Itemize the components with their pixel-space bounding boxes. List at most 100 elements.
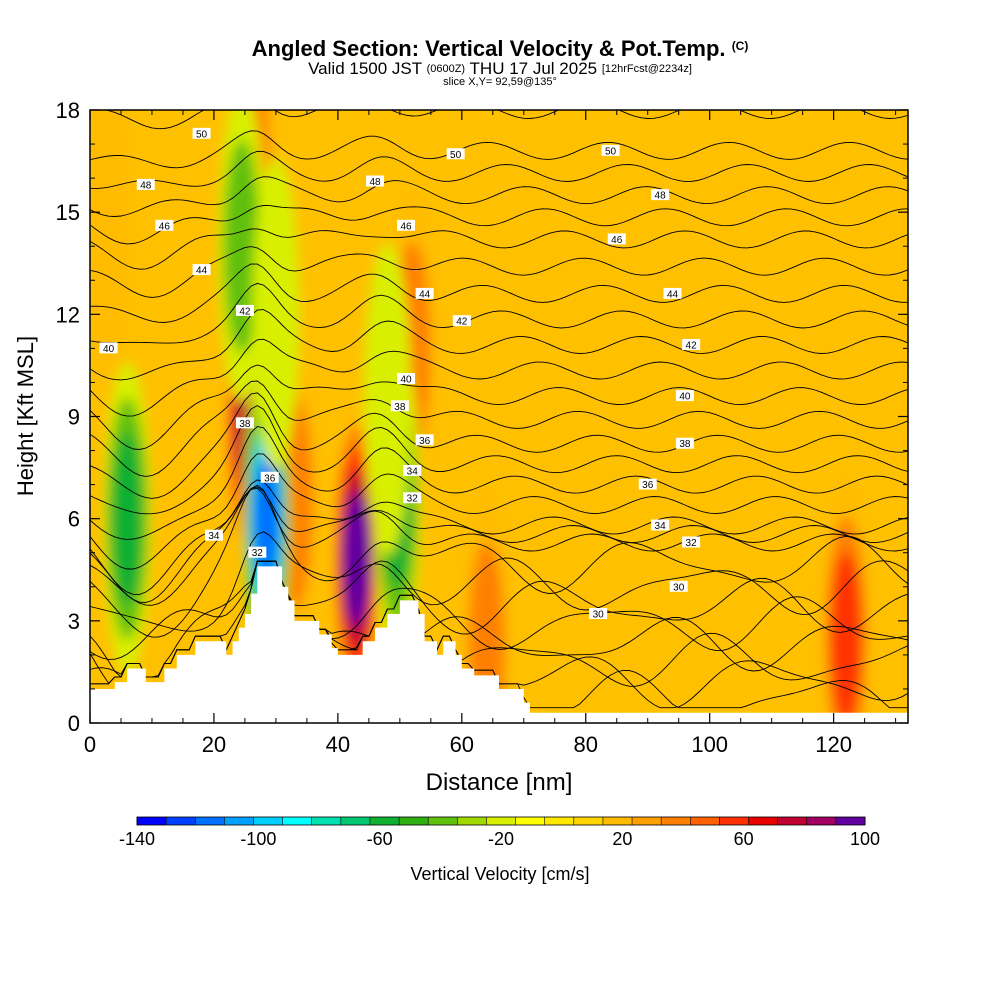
velocity-field: 30 30 32 32 32 34 34 34 36 36 36 38 38 38 40 40 40 42 42 42… (90, 110, 908, 723)
isentrope-47 (90, 205, 908, 245)
contour-label-box (235, 304, 254, 316)
chart-title: Angled Section: Vertical Velocity & Pot.… (0, 36, 1000, 62)
isentrope-33 (90, 486, 908, 603)
colorbar-swatch (573, 817, 604, 825)
contour-label-box (446, 148, 465, 160)
colorbar-tick-label: -20 (488, 829, 514, 849)
contour-label-box (204, 529, 223, 541)
colorbar-swatch (515, 817, 546, 825)
colorbar-swatch (835, 817, 866, 825)
contour-label: 38 (679, 439, 691, 450)
contour-label-box (651, 519, 670, 531)
isentrope-27 (90, 560, 908, 678)
downdraft-cell-level (363, 243, 412, 556)
colorbar-label: Vertical Velocity [cm/s] (410, 864, 589, 884)
isentrope-48 (90, 176, 908, 217)
contour-label-box (155, 219, 174, 231)
isentrope-38 (90, 392, 908, 499)
colorbar-swatch (282, 817, 313, 825)
contour-label: 44 (419, 289, 431, 300)
colorbar-tick-label: -100 (240, 829, 276, 849)
contour-label: 32 (407, 494, 419, 505)
y-tick-label: 6 (68, 507, 80, 532)
contour-label-box (136, 178, 155, 190)
contour-label-box (651, 189, 670, 201)
colorbar-swatch (806, 817, 837, 825)
contour-label-box (669, 580, 688, 592)
contour-label-box (235, 417, 254, 429)
colorbar-tick-label: -60 (367, 829, 393, 849)
colorbar-swatch (661, 817, 691, 825)
colorbar-swatch (399, 817, 429, 825)
title-units: (C) (731, 39, 749, 53)
colorbar-swatch (340, 817, 371, 825)
colorbar-swatch (544, 817, 575, 825)
x-tick-label: 120 (815, 732, 852, 757)
updraft-cell-level (830, 551, 862, 723)
contour-label: 44 (667, 289, 679, 300)
contour-label: 34 (655, 521, 667, 532)
x-tick-label: 20 (202, 732, 226, 757)
colorbar-swatch (137, 817, 167, 825)
contour-label: 50 (605, 146, 617, 157)
terrain-mask (90, 566, 908, 723)
isentrope-45 (90, 246, 908, 298)
title-text: Angled Section: Vertical Velocity & Pot.… (251, 36, 726, 61)
valid-time: Valid 1500 JST (308, 59, 422, 78)
updraft-cell-level (90, 110, 130, 369)
contour-label: 46 (400, 221, 412, 232)
isentrope-37 (90, 405, 908, 515)
isentrope-40 (90, 364, 908, 450)
isentrope-39 (90, 380, 908, 477)
isentrope-50 (90, 130, 908, 169)
contour-label: 36 (642, 480, 654, 491)
contour-label: 38 (239, 419, 251, 430)
contour-label: 40 (103, 344, 115, 355)
downdraft-cell-level (223, 138, 260, 354)
y-axis-label: Height [Kft MSL] (13, 336, 38, 496)
colorbar-tick-label: 20 (612, 829, 632, 849)
contour-labels: 30 30 32 32 32 34 34 34 36 36 36 38 38 38 40 40 40 42 42 42… (99, 127, 701, 621)
y-tick-label: 0 (68, 711, 80, 736)
contour-label: 32 (252, 548, 264, 559)
x-axis-label: Distance [nm] (426, 769, 573, 796)
isentrope-43 (90, 282, 908, 344)
contour-label: 38 (394, 402, 406, 413)
updraft-cell-level (342, 492, 371, 627)
contour-label: 42 (456, 317, 468, 328)
contour-label-box (260, 471, 279, 483)
y-tick-label: 3 (68, 609, 80, 634)
isentrope-30 (90, 531, 908, 632)
contour-label-box (663, 287, 682, 299)
colorbar-swatch (486, 817, 517, 825)
contour-label: 50 (196, 129, 208, 140)
colorbar-swatch (719, 817, 750, 825)
contour-label: 40 (679, 392, 691, 403)
colorbar-swatch (690, 817, 720, 825)
isentrope-41 (90, 338, 908, 417)
contour-label: 48 (369, 177, 381, 188)
x-tick-label: 40 (326, 732, 350, 757)
contour-label: 34 (407, 466, 419, 477)
y-tick-label: 18 (56, 98, 80, 123)
colorbar-swatch (166, 817, 196, 825)
contour-label: 30 (673, 582, 685, 593)
theta-contours (90, 110, 908, 709)
contour-label-box (415, 434, 434, 446)
colorbar-tick-label: 100 (850, 829, 880, 849)
downdraft-cell-level (252, 157, 300, 471)
x-tick-label: 80 (574, 732, 598, 757)
contour-label-box (99, 342, 118, 354)
contour-label: 36 (419, 436, 431, 447)
colorbar-swatch (253, 817, 284, 825)
contour-label-box (589, 608, 608, 620)
contour-label: 48 (655, 191, 667, 202)
colorbar: -140 -100 -60 -20 20 60 100 (119, 816, 880, 849)
isentrope-42 (90, 309, 908, 381)
colorbar-swatch (457, 817, 487, 825)
isentrope-49 (90, 150, 908, 190)
contour-label: 42 (239, 306, 251, 317)
slice-text: slice X,Y= 92,59@135° (443, 76, 557, 88)
contour-label-box (366, 175, 385, 187)
